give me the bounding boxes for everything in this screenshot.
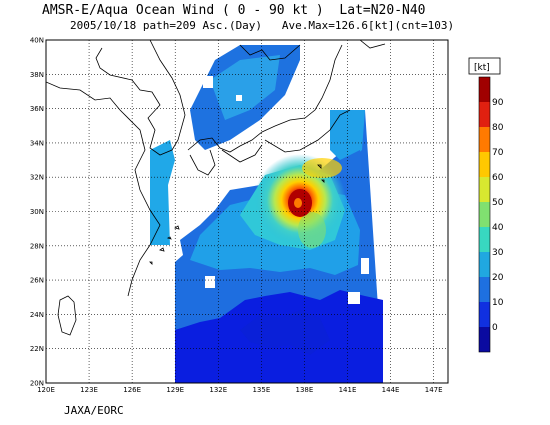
map-frame [45,39,449,384]
map-subtitle: 2005/10/18 path=209 Asc.(Day) Ave.Max=12… [70,19,455,32]
colorbar-step [479,252,490,277]
lon-tick-label: 123E [80,386,98,394]
colorbar-label: 10 [492,298,504,308]
colorbar-label: 30 [492,248,504,258]
lat-tick-label: 34N [30,139,44,147]
colorbar-step [479,327,490,352]
lon-tick-label: 132E [209,386,227,394]
colorbar-step [479,277,490,302]
credit-label: JAXA/EORC [64,404,124,417]
lat-tick-label: 28N [30,242,44,250]
lat-tick-label: 40N [30,37,44,45]
lon-tick-label: 138E [296,386,314,394]
lat-tick-label: 32N [30,174,44,182]
lon-tick-label: 135E [252,386,270,394]
colorbar-step [479,102,490,127]
map-grid [46,40,448,383]
colorbar-label: 40 [492,223,504,233]
colorbar-step [479,127,490,152]
lat-tick-label: 22N [30,345,44,353]
lat-tick-label: 30N [30,208,44,216]
colorbar-label: 0 [492,323,498,333]
colorbar-step [479,152,490,177]
latitude-ticks: 20N 22N 24N 26N 28N 30N 32N 34N 36N 38N 40N [30,37,44,388]
map-title: AMSR-E/Aqua Ocean Wind ( 0 - 90 kt ) Lat… [42,3,426,18]
lat-tick-label: 26N [30,277,44,285]
lon-tick-label: 141E [339,386,357,394]
colorbar-label: 50 [492,198,504,208]
colorbar-label: 60 [492,173,504,183]
colorbar-step [479,302,490,327]
lat-tick-label: 24N [30,311,44,319]
lon-tick-label: 147E [425,386,443,394]
colorbar-label: 90 [492,98,504,108]
lon-tick-label: 120E [37,386,55,394]
coastlines [46,40,386,336]
colorbar-label: 70 [492,148,504,158]
lat-tick-label: 36N [30,105,44,113]
colorbar-label: 20 [492,273,504,283]
colorbar-unit: [kt] [474,63,490,73]
lon-tick-label: 126E [123,386,141,394]
colorbar-step [479,77,490,102]
colorbar-label: 80 [492,123,504,133]
colorbar-frame [478,76,491,353]
colorbar-step [479,227,490,252]
colorbar-step [479,177,490,202]
colorbar-step [479,202,490,227]
longitude-ticks: 120E 123E 126E 129E 132E 135E 138E 141E 144E 147E [37,386,442,394]
lon-tick-label: 144E [382,386,400,394]
lat-tick-label: 38N [30,71,44,79]
lat-tick-label: 20N [30,380,44,388]
colorbar: [kt] 90 80 70 60 50 40 30 20 10 0 [468,57,504,353]
lon-tick-label: 129E [166,386,184,394]
